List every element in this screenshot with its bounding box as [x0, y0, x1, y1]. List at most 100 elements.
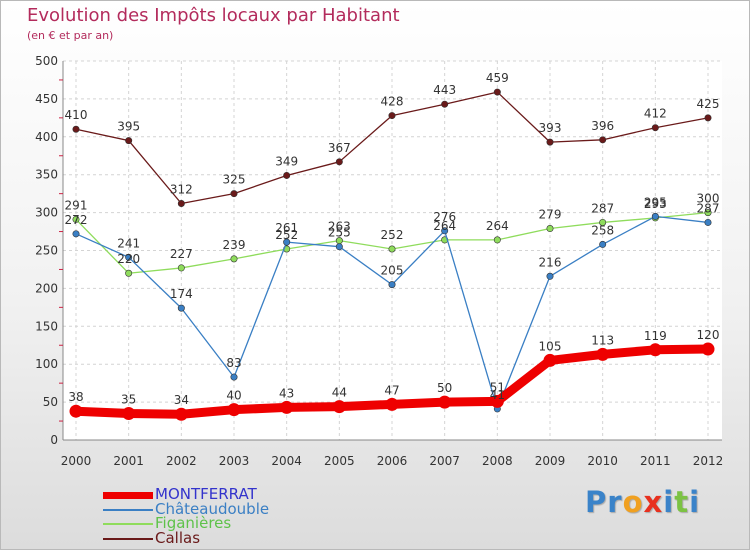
data-point: [648, 343, 662, 357]
data-point: [596, 347, 610, 361]
data-point: [230, 190, 238, 198]
data-point: [441, 100, 449, 108]
data-label: 205: [381, 264, 404, 278]
data-point: [332, 400, 346, 414]
y-tick-label: 150: [35, 319, 58, 333]
legend-swatch: [103, 509, 153, 511]
data-label: 47: [384, 383, 399, 397]
data-label: 44: [332, 386, 347, 400]
data-point: [546, 138, 554, 146]
legend-swatch: [103, 523, 153, 525]
data-label: 295: [644, 195, 667, 209]
data-point: [546, 272, 554, 280]
data-label: 239: [223, 238, 246, 252]
data-label: 279: [539, 208, 562, 222]
legend-swatch: [103, 538, 153, 540]
logo-letter: t: [674, 485, 690, 519]
logo-letter: x: [643, 485, 664, 519]
data-point: [704, 114, 712, 122]
data-label: 174: [170, 287, 193, 301]
y-tick-label: 200: [35, 281, 58, 295]
data-point: [546, 225, 554, 233]
data-label: 264: [486, 219, 509, 233]
x-tick-label: 2004: [271, 454, 302, 468]
y-tick-label: 100: [35, 357, 58, 371]
data-label: 291: [65, 198, 88, 212]
x-tick-label: 2005: [324, 454, 355, 468]
x-tick-label: 2000: [61, 454, 92, 468]
chart-subtitle: (en € et par an): [27, 29, 114, 42]
data-label: 41: [490, 388, 505, 402]
data-point: [388, 112, 396, 120]
logo-letter: r: [607, 485, 623, 519]
data-point: [72, 215, 80, 223]
data-point: [280, 400, 294, 414]
data-point: [385, 397, 399, 411]
data-point: [72, 125, 80, 133]
data-point: [227, 403, 241, 417]
y-tick-label: 350: [35, 168, 58, 182]
data-point: [177, 264, 185, 272]
data-label: 227: [170, 247, 193, 261]
data-label: 459: [486, 71, 509, 85]
legend-label: Châteaudouble: [155, 500, 270, 518]
data-point: [388, 245, 396, 253]
x-tick-label: 2001: [113, 454, 144, 468]
data-point: [543, 353, 557, 367]
data-label: 43: [279, 386, 294, 400]
data-point: [125, 269, 133, 277]
x-tick-label: 2007: [429, 454, 460, 468]
data-label: 287: [591, 201, 614, 215]
logo-letter: o: [622, 485, 644, 519]
data-point: [283, 238, 291, 246]
x-tick-label: 2003: [219, 454, 250, 468]
data-point: [493, 88, 501, 96]
data-point: [704, 209, 712, 217]
data-point: [701, 342, 715, 356]
x-tick-label: 2006: [377, 454, 408, 468]
data-point: [651, 212, 659, 220]
x-tick-label: 2002: [166, 454, 197, 468]
y-tick-label: 400: [35, 130, 58, 144]
data-label: 287: [697, 201, 720, 215]
data-label: 396: [591, 119, 614, 133]
data-label: 241: [117, 236, 140, 250]
data-label: 38: [68, 390, 83, 404]
data-label: 119: [644, 329, 667, 343]
data-label: 276: [433, 210, 456, 224]
data-label: 258: [591, 223, 614, 237]
data-point: [438, 395, 452, 409]
y-tick-label: 450: [35, 92, 58, 106]
data-point: [599, 240, 607, 248]
data-label: 412: [644, 107, 667, 121]
data-point: [125, 253, 133, 261]
data-label: 40: [226, 389, 241, 403]
data-label: 216: [539, 255, 562, 269]
data-point: [177, 200, 185, 208]
data-point: [230, 255, 238, 263]
data-point: [441, 227, 449, 235]
x-tick-label: 2010: [587, 454, 618, 468]
data-point: [174, 407, 188, 421]
y-tick-label: 300: [35, 206, 58, 220]
data-point: [72, 230, 80, 238]
data-point: [490, 394, 504, 408]
x-tick-label: 2012: [693, 454, 724, 468]
x-tick-label: 2009: [535, 454, 566, 468]
data-point: [388, 281, 396, 289]
data-label: 252: [381, 228, 404, 242]
data-label: 293: [644, 197, 667, 211]
data-point: [125, 137, 133, 145]
data-label: 410: [65, 108, 88, 122]
x-tick-label: 2008: [482, 454, 513, 468]
y-tick-label: 500: [35, 54, 58, 68]
data-label: 255: [328, 226, 351, 240]
data-label: 272: [65, 213, 88, 227]
data-point: [704, 218, 712, 226]
legend-swatch: [103, 492, 153, 499]
legend-label: MONTFERRAT: [155, 485, 257, 503]
legend-label: Figanières: [155, 514, 232, 532]
data-label: 120: [697, 328, 720, 342]
data-label: 312: [170, 183, 193, 197]
